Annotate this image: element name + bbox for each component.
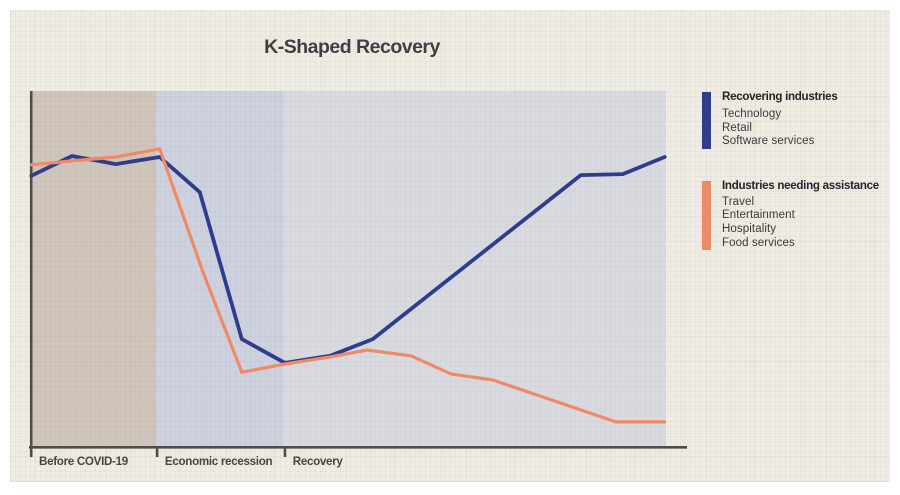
industries-needing-assistance-line	[29, 147, 667, 424]
legend-title-recovering-industries: Recovering industries	[722, 90, 838, 103]
phase-region-2	[283, 91, 666, 446]
legend-title-industries-needing-assistance: Industries needing assistance	[722, 178, 879, 192]
recovering-industries-line	[29, 154, 667, 365]
legend-item-entertainment: Entertainment	[722, 209, 795, 222]
chart-title: K-Shaped Recovery	[264, 36, 440, 58]
x-axis-label-economic-recession: Economic recession	[164, 455, 273, 468]
chart-canvas: K-Shaped Recovery Before COVID-19 Econom…	[10, 10, 890, 482]
legend-item-hospitality: Hospitality	[722, 222, 777, 235]
plot-area	[29, 91, 687, 457]
legend-item-food-services: Food services	[722, 236, 795, 249]
industries-needing-assistance-list: Travel Entertainment Hospitality Food se…	[722, 196, 890, 251]
axes	[29, 91, 687, 457]
legend-item-travel: Travel	[722, 195, 755, 208]
x-axis-label-before-covid: Before COVID-19	[39, 455, 128, 468]
recovering-industries-list: Technology Retail Software services	[722, 108, 890, 149]
legend-item-software-services: Software services	[722, 135, 815, 148]
phase-regions	[30, 91, 666, 446]
x-axis-label-recovery: Recovery	[292, 455, 343, 468]
legend-item-retail: Retail	[722, 121, 753, 134]
recovering-industries-swatch	[702, 92, 711, 149]
industries-needing-assistance-swatch	[702, 180, 711, 250]
series-lines	[29, 147, 667, 424]
phase-region-0	[30, 91, 156, 446]
legend-item-technology: Technology	[722, 108, 782, 120]
